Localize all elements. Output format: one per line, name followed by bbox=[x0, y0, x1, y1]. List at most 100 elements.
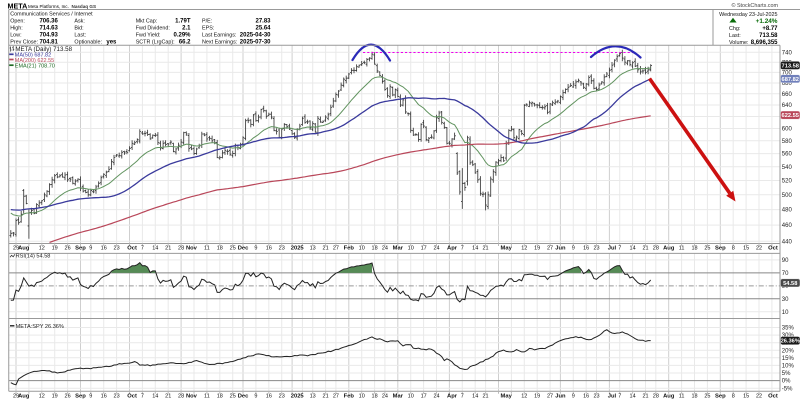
svg-text:15: 15 bbox=[743, 394, 749, 400]
svg-text:14: 14 bbox=[152, 246, 158, 252]
svg-text:24: 24 bbox=[382, 394, 388, 400]
svg-text:706.36: 706.36 bbox=[39, 18, 58, 24]
svg-text:Last:: Last: bbox=[74, 32, 86, 38]
svg-text:500: 500 bbox=[782, 193, 793, 199]
svg-text:Aug: Aug bbox=[663, 394, 675, 400]
svg-text:18: 18 bbox=[372, 246, 378, 252]
svg-text:18: 18 bbox=[691, 394, 697, 400]
svg-text:22: 22 bbox=[756, 246, 762, 252]
svg-text:© StockCharts.com: © StockCharts.com bbox=[731, 2, 778, 9]
svg-text:10%: 10% bbox=[782, 364, 795, 370]
svg-text:7: 7 bbox=[618, 246, 621, 252]
svg-text:Feb: Feb bbox=[344, 394, 355, 400]
svg-text:-5%: -5% bbox=[782, 386, 793, 392]
svg-text:18: 18 bbox=[217, 394, 223, 400]
svg-text:14: 14 bbox=[472, 394, 478, 400]
svg-text:21: 21 bbox=[165, 246, 171, 252]
svg-text:90: 90 bbox=[782, 258, 789, 264]
svg-text:9: 9 bbox=[572, 246, 575, 252]
svg-text:Fwd Yield:: Fwd Yield: bbox=[136, 32, 161, 38]
svg-text:EMA(21) 708.70: EMA(21) 708.70 bbox=[15, 64, 55, 70]
svg-text:704.81: 704.81 bbox=[39, 40, 58, 46]
svg-text:25.64: 25.64 bbox=[255, 25, 271, 31]
svg-text:14: 14 bbox=[630, 246, 636, 252]
svg-text:Ask:: Ask: bbox=[74, 18, 84, 24]
svg-text:Jul: Jul bbox=[608, 394, 617, 400]
svg-text:Fwd Dividend:: Fwd Dividend: bbox=[136, 25, 170, 31]
svg-text:20%: 20% bbox=[782, 348, 795, 354]
svg-text:23: 23 bbox=[279, 246, 285, 252]
svg-text:15: 15 bbox=[743, 246, 749, 252]
svg-text:29: 29 bbox=[13, 246, 19, 252]
svg-text:28: 28 bbox=[653, 394, 659, 400]
svg-text:META:SPY 26.36%: META:SPY 26.36% bbox=[16, 324, 64, 330]
svg-text:7: 7 bbox=[141, 394, 144, 400]
svg-text:5%: 5% bbox=[782, 371, 791, 377]
svg-text:24: 24 bbox=[382, 246, 388, 252]
svg-text:Dec: Dec bbox=[238, 394, 249, 400]
svg-text:16: 16 bbox=[101, 246, 107, 252]
svg-text:Meta Platforms, Inc.: Meta Platforms, Inc. bbox=[28, 4, 69, 9]
svg-text:Nov: Nov bbox=[186, 394, 198, 400]
svg-text:704.93: 704.93 bbox=[39, 32, 58, 38]
svg-text:9: 9 bbox=[572, 394, 575, 400]
svg-text:23: 23 bbox=[593, 394, 599, 400]
svg-text:May: May bbox=[501, 394, 513, 400]
svg-text:Communication Services / Inter: Communication Services / Internet bbox=[10, 12, 93, 18]
svg-text:Sep: Sep bbox=[715, 394, 726, 400]
svg-text:27: 27 bbox=[547, 394, 553, 400]
svg-text:12: 12 bbox=[521, 246, 527, 252]
svg-text:Volume:: Volume: bbox=[729, 40, 748, 46]
svg-text:Mar: Mar bbox=[393, 394, 404, 400]
svg-text:12: 12 bbox=[521, 394, 527, 400]
svg-text:2025: 2025 bbox=[291, 394, 305, 400]
svg-text:21: 21 bbox=[482, 246, 488, 252]
svg-text:23: 23 bbox=[114, 394, 120, 400]
svg-text:560: 560 bbox=[782, 152, 793, 158]
svg-text:7: 7 bbox=[141, 246, 144, 252]
svg-text:Nasdaq GS: Nasdaq GS bbox=[72, 4, 97, 9]
svg-text:Next Earnings:: Next Earnings: bbox=[202, 40, 237, 46]
svg-text:15%: 15% bbox=[782, 356, 795, 362]
svg-text:Oct: Oct bbox=[127, 394, 137, 400]
svg-text:8,696,355: 8,696,355 bbox=[751, 40, 778, 46]
svg-text:26: 26 bbox=[65, 394, 71, 400]
svg-text:12: 12 bbox=[39, 394, 45, 400]
svg-text:META: META bbox=[8, 1, 28, 10]
svg-text:11: 11 bbox=[204, 394, 210, 400]
svg-text:70: 70 bbox=[782, 271, 789, 277]
svg-text:28: 28 bbox=[178, 394, 184, 400]
svg-text:22: 22 bbox=[756, 394, 762, 400]
svg-text:Sep: Sep bbox=[75, 246, 86, 252]
svg-text:0.29%: 0.29% bbox=[173, 32, 191, 38]
svg-text:16: 16 bbox=[583, 394, 589, 400]
svg-text:19: 19 bbox=[534, 394, 540, 400]
svg-text:High:: High: bbox=[10, 25, 23, 31]
svg-text:Oct: Oct bbox=[127, 246, 137, 252]
svg-text:713.58: 713.58 bbox=[759, 33, 778, 39]
svg-text:SCTR (LrgCap):: SCTR (LrgCap): bbox=[136, 40, 175, 46]
svg-text:Last:: Last: bbox=[729, 33, 741, 39]
svg-text:Sep: Sep bbox=[715, 246, 726, 252]
svg-text:16: 16 bbox=[101, 394, 107, 400]
svg-text:9: 9 bbox=[89, 246, 92, 252]
svg-text:21: 21 bbox=[323, 394, 329, 400]
svg-text:460: 460 bbox=[782, 223, 793, 229]
svg-text:11: 11 bbox=[204, 246, 210, 252]
svg-text:Feb: Feb bbox=[344, 246, 355, 252]
svg-text:17: 17 bbox=[421, 394, 427, 400]
svg-text:Apr: Apr bbox=[447, 394, 458, 400]
svg-text:27.83: 27.83 bbox=[255, 18, 271, 24]
svg-text:600: 600 bbox=[782, 127, 793, 133]
svg-text:18: 18 bbox=[217, 246, 223, 252]
svg-text:10: 10 bbox=[359, 246, 365, 252]
svg-text:Aug: Aug bbox=[18, 246, 30, 252]
svg-text:14: 14 bbox=[152, 394, 158, 400]
svg-text:13: 13 bbox=[310, 394, 316, 400]
svg-text:EPS:: EPS: bbox=[202, 25, 214, 31]
svg-text:25: 25 bbox=[704, 394, 710, 400]
svg-text:540: 540 bbox=[782, 165, 793, 171]
svg-text:21: 21 bbox=[642, 246, 648, 252]
svg-text:yes: yes bbox=[106, 40, 117, 46]
svg-text:8: 8 bbox=[732, 246, 735, 252]
